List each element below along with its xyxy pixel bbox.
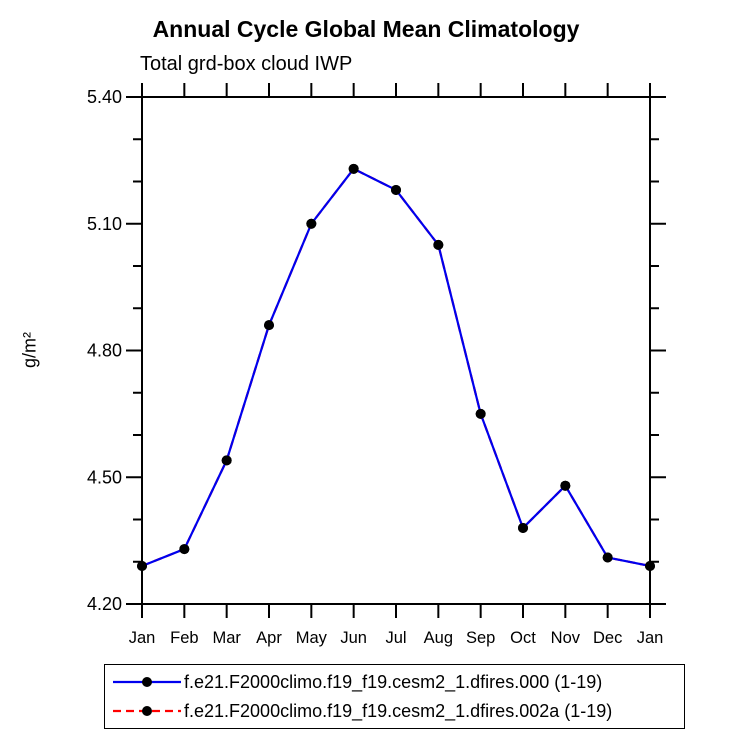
svg-text:Jan: Jan (129, 629, 156, 647)
chart-title: Annual Cycle Global Mean Climatology (152, 16, 580, 42)
legend-entry-series-1: f.e21.F2000climo.f19_f19.cesm2_1.dfires.… (112, 668, 684, 697)
svg-text:Oct: Oct (510, 629, 536, 647)
svg-text:Jun: Jun (340, 629, 367, 647)
svg-text:May: May (296, 629, 328, 647)
svg-text:5.10: 5.10 (87, 214, 122, 234)
svg-text:4.20: 4.20 (87, 594, 122, 614)
svg-text:Apr: Apr (256, 629, 282, 647)
svg-text:5.40: 5.40 (87, 87, 122, 107)
chart-subtitle: Total grd-box cloud IWP (140, 53, 353, 75)
svg-text:Jan: Jan (637, 629, 664, 647)
svg-text:Jul: Jul (385, 629, 406, 647)
svg-text:Dec: Dec (593, 629, 622, 647)
legend-line-sample-dashed (113, 706, 181, 716)
svg-text:4.50: 4.50 (87, 467, 122, 487)
svg-text:Feb: Feb (170, 629, 198, 647)
svg-text:Nov: Nov (551, 629, 581, 647)
svg-text:Aug: Aug (424, 629, 453, 647)
svg-text:Sep: Sep (466, 629, 495, 647)
svg-text:4.80: 4.80 (87, 341, 122, 361)
legend-entry-series-2: f.e21.F2000climo.f19_f19.cesm2_1.dfires.… (112, 697, 684, 726)
legend-label-series-2: f.e21.F2000climo.f19_f19.cesm2_1.dfires.… (184, 700, 613, 721)
legend-label-series-1: f.e21.F2000climo.f19_f19.cesm2_1.dfires.… (184, 671, 603, 692)
legend: f.e21.F2000climo.f19_f19.cesm2_1.dfires.… (104, 664, 685, 729)
legend-line-sample-solid (113, 677, 181, 687)
svg-text:Mar: Mar (212, 629, 241, 647)
